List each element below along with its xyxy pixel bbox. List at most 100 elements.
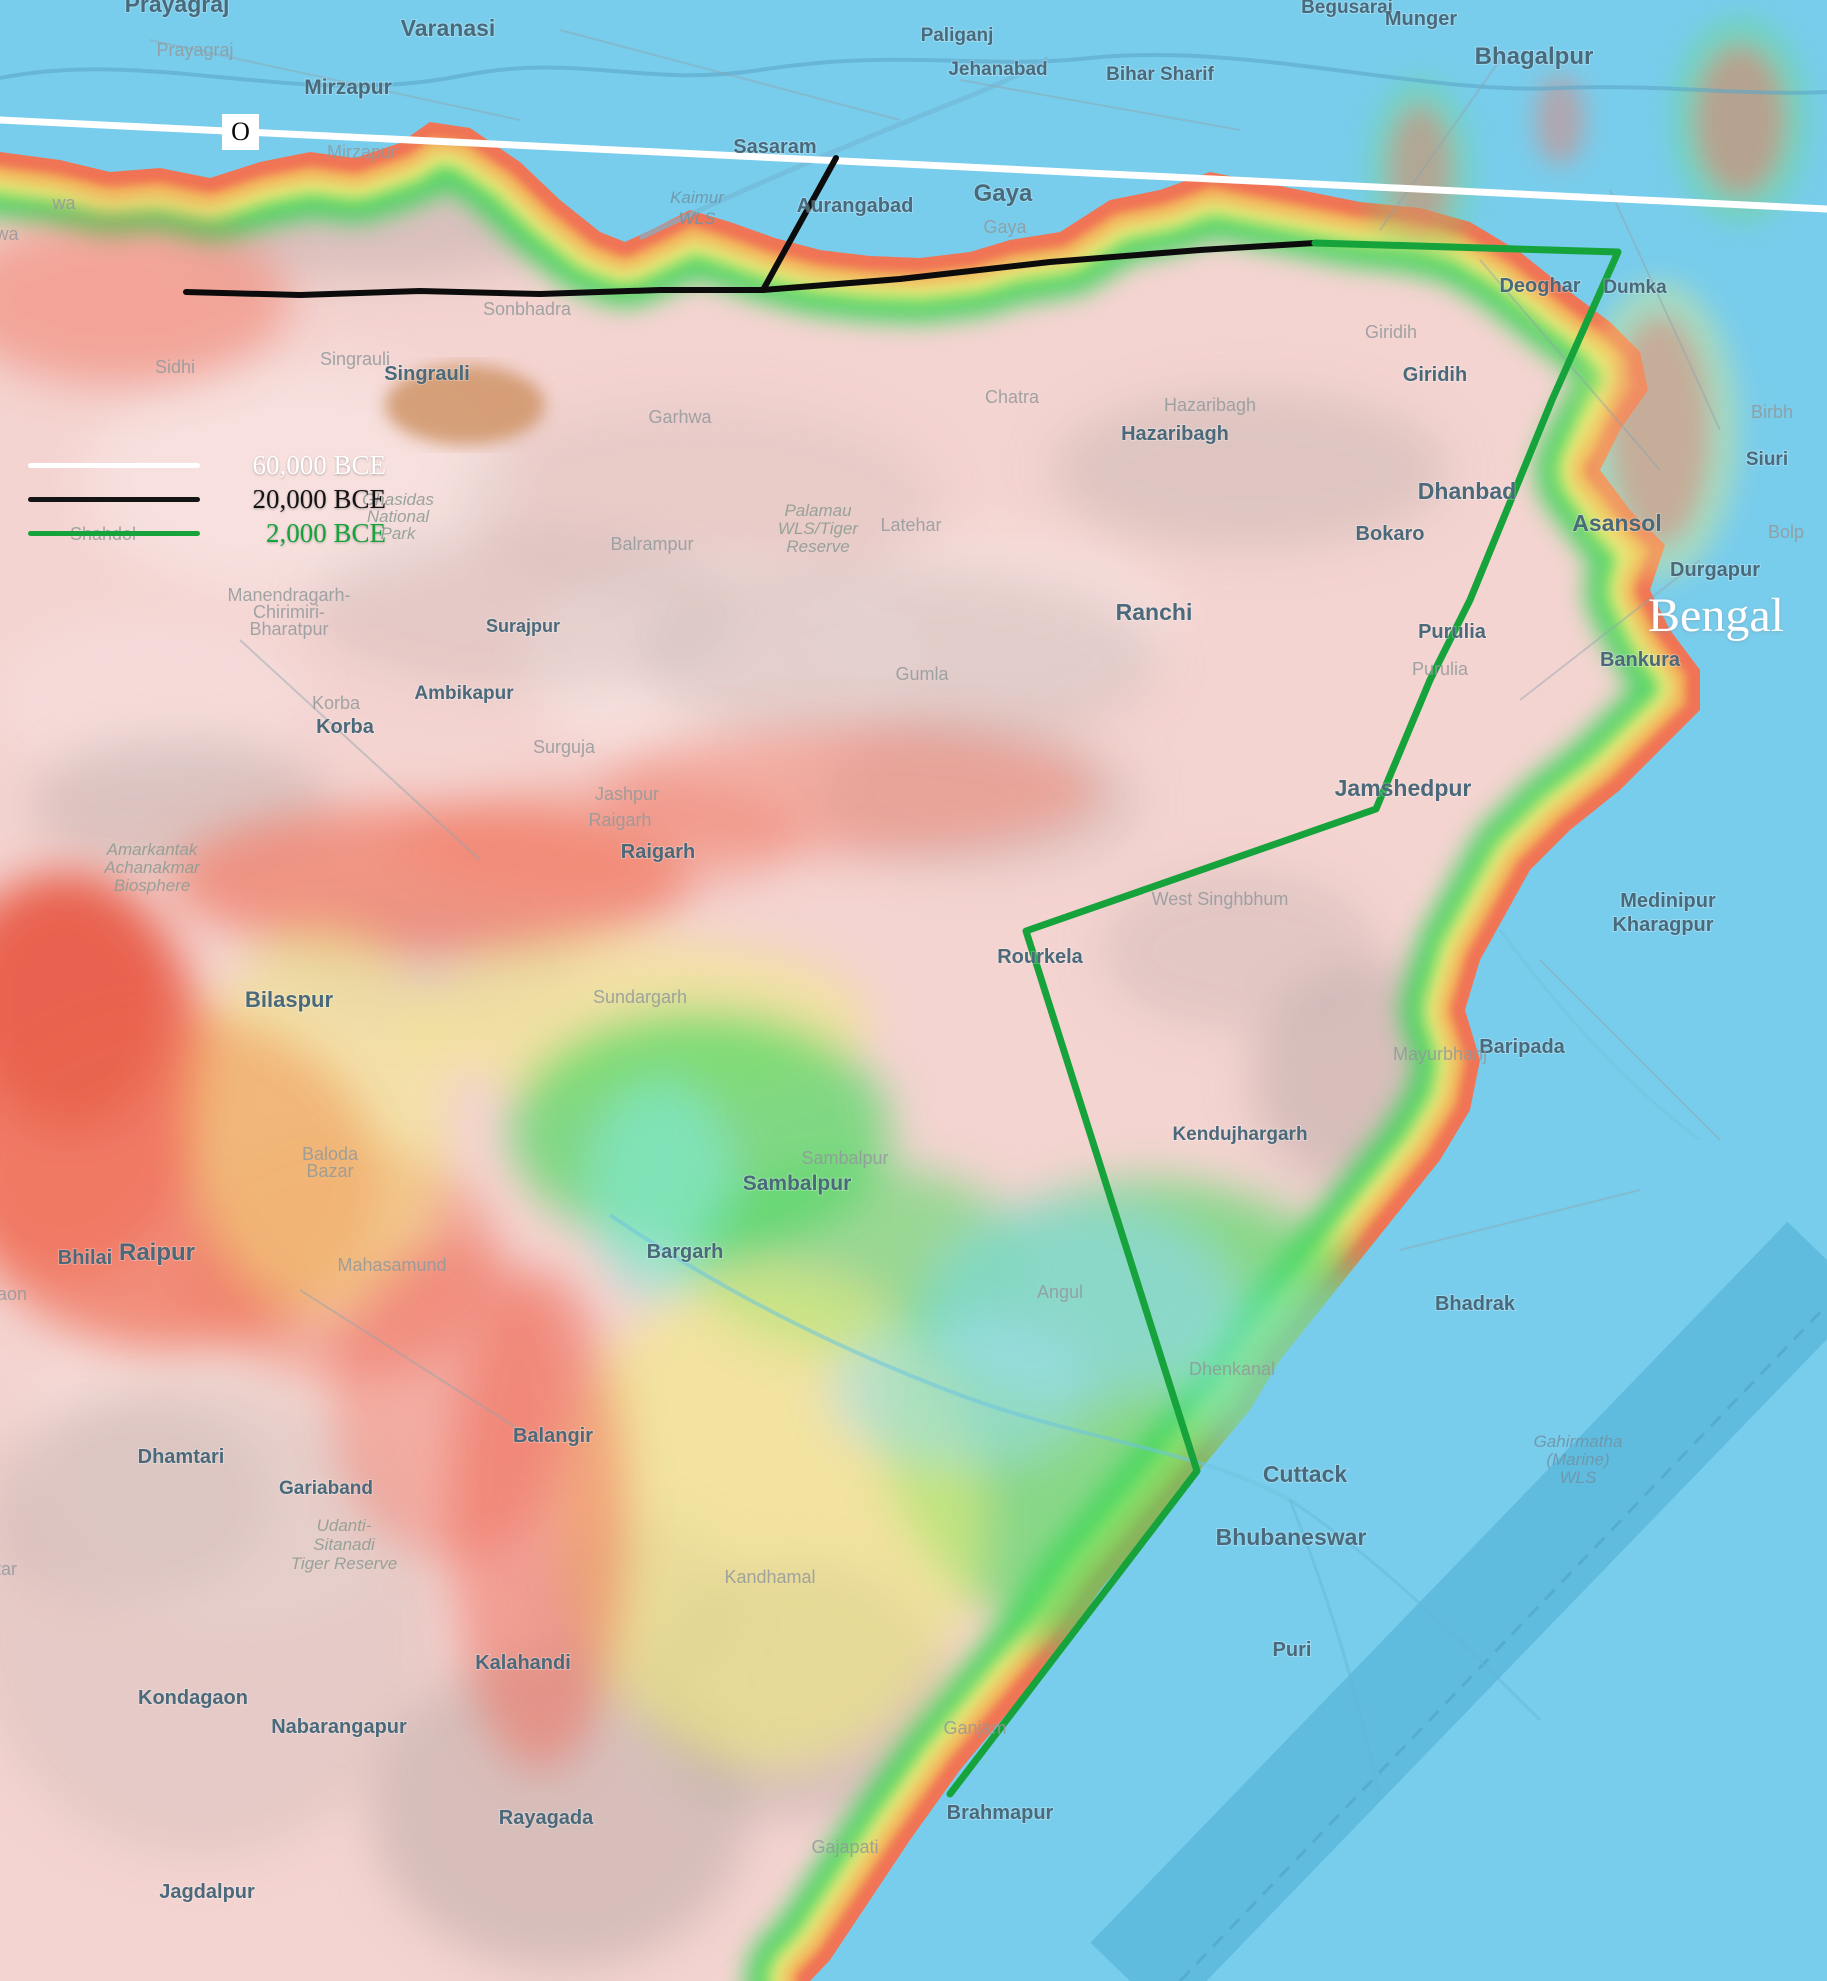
legend-label-2000-bce: 2,000 BCE bbox=[265, 518, 386, 548]
map-label-paliganj: Paliganj bbox=[921, 25, 994, 46]
map-label-sambalpur: Sambalpur bbox=[743, 1172, 852, 1195]
map-label-dhanbad: Dhanbad bbox=[1418, 478, 1516, 504]
reserve-label-amarkantak-achanakmar-biosphere: Achanakmar bbox=[103, 858, 201, 877]
map-label-mirzapur: Mirzapur bbox=[304, 76, 392, 99]
map-label-bokaro: Bokaro bbox=[1356, 523, 1425, 545]
district-label-gaya: Gaya bbox=[983, 217, 1027, 237]
district-label-sundargarh: Sundargarh bbox=[593, 987, 687, 1007]
district-label-west-singhbhum: West Singhbhum bbox=[1152, 889, 1289, 909]
coastline-20000-bce-west bbox=[183, 287, 766, 298]
map-label-brahmapur: Brahmapur bbox=[947, 1802, 1054, 1824]
district-label-mayurbhanj: Mayurbhanj bbox=[1393, 1044, 1487, 1064]
map-label-surajpur: Surajpur bbox=[486, 616, 560, 636]
legend-row-60000-bce: 60,000 BCE bbox=[28, 448, 386, 482]
district-label-giridih: Giridih bbox=[1365, 322, 1417, 342]
map-label-kalahandi: Kalahandi bbox=[475, 1652, 571, 1674]
district-label-bharatpur: Bharatpur bbox=[249, 619, 328, 639]
map-label-medinipur: Medinipur bbox=[1620, 890, 1716, 912]
reserve-label-udanti-sitanadi-tiger-reserve: Sitanadi bbox=[313, 1535, 376, 1554]
reserve-label-ghasidas-national-park: Ghasidas bbox=[362, 490, 434, 509]
timeline-lines-layer bbox=[0, 116, 1827, 1798]
district-label-purulia: Purulia bbox=[1412, 659, 1469, 679]
legend-line-60000-bce-swatch bbox=[28, 462, 200, 468]
map-label-bhadrak: Bhadrak bbox=[1435, 1293, 1516, 1315]
reserve-label-ghasidas-national-park: Park bbox=[381, 524, 417, 543]
district-label-manendragarh: Manendragarh- bbox=[227, 585, 350, 605]
map-label-aurangabad: Aurangabad bbox=[797, 195, 914, 217]
district-label-angul: Angul bbox=[1037, 1282, 1083, 1302]
map-label-bilaspur: Bilaspur bbox=[245, 987, 333, 1012]
district-label-star: star bbox=[0, 1559, 17, 1579]
district-label-dgaon: dgaon bbox=[0, 1284, 27, 1304]
district-label-mahasamund: Mahasamund bbox=[337, 1255, 446, 1275]
map-label-dhamtari: Dhamtari bbox=[138, 1446, 225, 1468]
map-label-jamshedpur: Jamshedpur bbox=[1335, 775, 1472, 801]
map-label-giridih: Giridih bbox=[1403, 364, 1467, 386]
district-label-gumla: Gumla bbox=[895, 664, 949, 684]
map-legend: 60,000 BCE 20,000 BCE 2,000 BCE bbox=[28, 448, 386, 550]
map-label-kendujhargarh: Kendujhargarh bbox=[1172, 1124, 1307, 1145]
district-label-dhenkanal: Dhenkanal bbox=[1189, 1359, 1275, 1379]
map-label-bankura: Bankura bbox=[1600, 649, 1681, 671]
legend-row-20000-bce: 20,000 BCE bbox=[28, 482, 386, 516]
map-label-bihar-sharif: Bihar Sharif bbox=[1106, 64, 1214, 85]
map-label-gariaband: Gariaband bbox=[279, 1478, 373, 1499]
district-label-latehar: Latehar bbox=[880, 515, 941, 535]
map-label-bhilai: Bhilai bbox=[58, 1247, 112, 1269]
map-label-kharagpur: Kharagpur bbox=[1612, 914, 1713, 936]
origin-marker: O bbox=[222, 114, 259, 150]
map-label-singrauli: Singrauli bbox=[384, 363, 470, 385]
district-label-chirimiri: Chirimiri- bbox=[253, 602, 325, 622]
district-label-balrampur: Balrampur bbox=[610, 534, 693, 554]
district-label-mirzapur: Mirzapur bbox=[327, 142, 397, 162]
reserve-label-kaimur-wls: WLS bbox=[679, 209, 717, 228]
coastline-20000-bce-east bbox=[760, 240, 1318, 293]
map-label-purulia: Purulia bbox=[1418, 621, 1487, 643]
district-label-gajapati: Gajapati bbox=[811, 1837, 878, 1857]
map-label-durgapur: Durgapur bbox=[1670, 559, 1760, 581]
map-label-varanasi: Varanasi bbox=[401, 15, 496, 41]
map-label-gaya: Gaya bbox=[974, 180, 1033, 207]
district-label-singrauli: Singrauli bbox=[320, 349, 390, 369]
map-label-rourkela: Rourkela bbox=[997, 946, 1083, 968]
district-label-sidhi: Sidhi bbox=[155, 357, 195, 377]
map-label-sasaram: Sasaram bbox=[733, 136, 816, 158]
map-label-ambikapur: Ambikapur bbox=[414, 683, 514, 704]
map-label-korba: Korba bbox=[316, 716, 375, 738]
reserve-label-udanti-sitanadi-tiger-reserve: Udanti- bbox=[317, 1516, 372, 1535]
map-label-baripada: Baripada bbox=[1479, 1036, 1565, 1058]
reserve-label-palamau-wls-tiger-reserve: WLS/Tiger bbox=[778, 519, 859, 538]
map-label-hazaribagh: Hazaribagh bbox=[1121, 423, 1229, 445]
district-label-birbh: Birbh bbox=[1751, 402, 1793, 422]
map-label-dumka: Dumka bbox=[1603, 277, 1667, 298]
legend-row-2000-bce: 2,000 BCE bbox=[28, 516, 386, 550]
legend-line-2000-bce-swatch bbox=[28, 530, 200, 536]
reserve-label-kaimur-wls: Kaimur bbox=[670, 188, 725, 207]
map-label-bhubaneswar: Bhubaneswar bbox=[1216, 1524, 1367, 1550]
map-label-nabarangapur: Nabarangapur bbox=[271, 1716, 407, 1738]
map-label-rayagada: Rayagada bbox=[499, 1807, 594, 1829]
map-label-bargarh: Bargarh bbox=[647, 1241, 724, 1263]
district-label-kandhamal: Kandhamal bbox=[724, 1567, 815, 1587]
district-label-ewa: ewa bbox=[0, 224, 19, 244]
labels-layer: Prayagraj Varanasi Mirzapur Sasaram Aurangab… bbox=[0, 0, 1804, 1904]
coastline-20000-bce-branch bbox=[760, 155, 839, 293]
map-label-prayagraj: Prayagraj bbox=[125, 0, 230, 17]
district-label-sonbhadra: Sonbhadra bbox=[483, 299, 572, 319]
district-label-ganjam: Ganjam bbox=[943, 1718, 1006, 1738]
district-label-korba: Korba bbox=[312, 693, 361, 713]
legend-line-20000-bce-swatch bbox=[28, 496, 200, 502]
coastline-2000-bce bbox=[946, 239, 1622, 1798]
reserve-label-amarkantak-achanakmar-biosphere: Biosphere bbox=[114, 876, 191, 895]
district-label-chatra: Chatra bbox=[985, 387, 1040, 407]
map-label-siuri: Siuri bbox=[1746, 449, 1788, 470]
map-label-kondagaon: Kondagaon bbox=[138, 1687, 248, 1709]
district-label-garhwa: Garhwa bbox=[648, 407, 712, 427]
map-label-jehanabad: Jehanabad bbox=[948, 59, 1047, 80]
district-label-wa: wa bbox=[51, 193, 76, 213]
map-label-raigarh: Raigarh bbox=[621, 841, 695, 863]
